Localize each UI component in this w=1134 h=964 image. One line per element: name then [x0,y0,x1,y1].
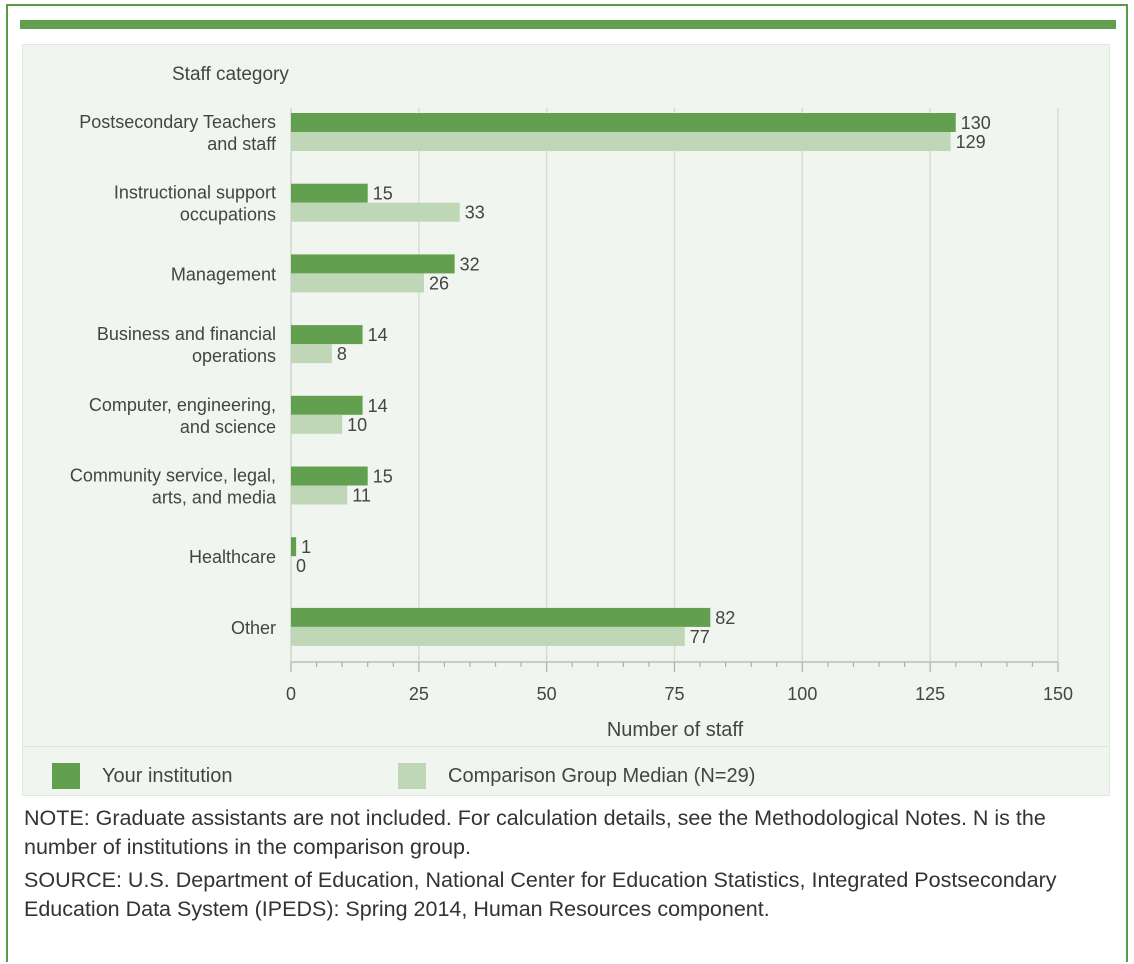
legend-swatch-comparison [398,763,426,789]
bar-comparison [291,344,332,364]
category-label: occupations [180,205,276,225]
data-label: 129 [956,132,986,152]
x-tick-label: 50 [537,684,557,704]
data-label: 82 [715,608,735,628]
category-label: Business and financial [97,324,276,344]
category-label: Other [231,618,276,638]
category-label: operations [192,346,276,366]
data-label: 26 [429,273,449,293]
bar-institution [291,466,368,486]
bar-comparison [291,414,343,434]
bar-institution [291,325,363,345]
category-label: Postsecondary Teachers [79,112,276,132]
chart-panel [22,44,1110,796]
x-tick-label: 100 [787,684,817,704]
note-text: NOTE: Graduate assistants are not includ… [24,806,1046,859]
category-label: Management [171,264,276,284]
x-tick-label: 150 [1043,684,1073,704]
category-label: Community service, legal, [70,466,276,486]
data-label: 15 [373,184,393,204]
category-label: and science [180,417,276,437]
bar-comparison [291,273,424,293]
bar-comparison [291,485,348,505]
source-text: SOURCE: U.S. Department of Education, Na… [24,868,1057,921]
bar-comparison [291,626,685,646]
x-tick-label: 75 [664,684,684,704]
chart-frame [6,4,1128,962]
data-label: 0 [296,556,306,576]
bar-institution [291,254,455,274]
data-label: 14 [368,325,388,345]
data-label: 14 [368,396,388,416]
bar-institution [291,395,363,415]
category-label: Healthcare [189,547,276,567]
x-axis-title: Number of staff [607,719,744,741]
data-label: 10 [347,415,367,435]
bar-comparison [291,132,951,151]
data-label: 15 [373,467,393,487]
bar-institution [291,113,956,132]
data-label: 8 [337,344,347,364]
category-label: arts, and media [152,488,277,508]
data-label: 1 [301,537,311,557]
bar-institution [291,183,368,203]
bar-institution [291,607,711,627]
x-tick-label: 125 [915,684,945,704]
category-label: and staff [207,134,277,154]
legend-label-comparison: Comparison Group Median (N=29) [448,764,756,787]
legend-label-your-institution: Your institution [102,764,233,787]
legend-item-0: Your institution [52,762,232,790]
legend-divider [22,746,1110,747]
data-label: 33 [465,203,485,223]
header-bar [20,20,1116,29]
y-axis-title: Staff category [172,64,289,85]
legend-item-1: Comparison Group Median (N=29) [398,762,755,790]
bar-comparison [291,202,460,222]
category-label: Instructional support [114,183,276,203]
data-label: 32 [460,254,480,274]
x-tick-label: 25 [409,684,429,704]
notes-section: NOTE: Graduate assistants are not includ… [24,804,1114,928]
category-label: Computer, engineering, [89,395,276,415]
legend-swatch-your-institution [52,763,80,789]
x-tick-label: 0 [286,684,296,704]
data-label: 11 [352,486,371,506]
bar-institution [291,537,297,557]
data-label: 130 [961,113,991,133]
data-label: 77 [690,627,710,647]
